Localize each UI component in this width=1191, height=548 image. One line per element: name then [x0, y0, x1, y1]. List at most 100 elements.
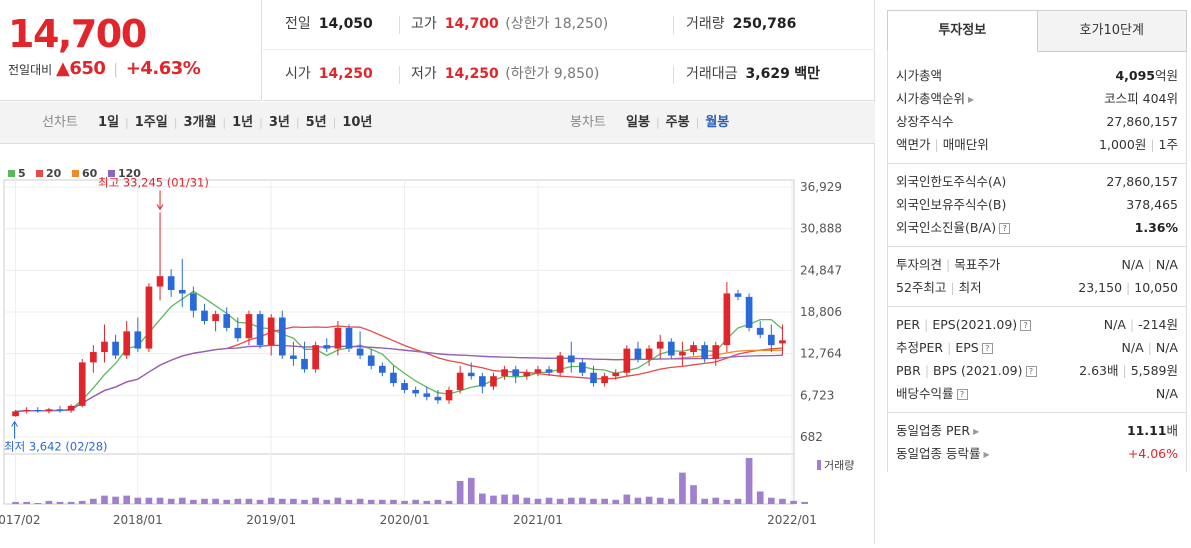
help-icon[interactable]: ? [999, 223, 1011, 234]
volume-bar [212, 498, 219, 504]
y-tick-label: 682 [800, 430, 823, 444]
info-key: 액면가 | 매매단위 [896, 133, 989, 156]
candle-body [23, 409, 31, 412]
candle-body [45, 409, 53, 412]
info-value-text: 배 [1166, 423, 1178, 438]
info-key: PBR | BPS (2021.09)? [896, 359, 1037, 382]
candle-body [123, 331, 131, 356]
candle-body [579, 362, 586, 373]
change-value: 650 [69, 58, 106, 79]
info-key-text: 외국인보유주식수(B) [896, 197, 1007, 212]
info-key-text: 외국인소진율(B/A) [896, 220, 997, 235]
help-icon[interactable]: ? [981, 343, 993, 354]
candle-body [356, 348, 364, 356]
info-key-text-2: 목표주가 [954, 257, 1001, 272]
volume-bar [612, 499, 620, 504]
info-tabs: 투자정보 호가10단계 [887, 10, 1187, 52]
candle-body [779, 340, 786, 344]
volume-bar [601, 498, 608, 504]
candle-body [534, 369, 542, 373]
x-tick-label: 2018/01 [113, 513, 163, 527]
volume-bar [367, 499, 375, 504]
volume-bar [556, 498, 564, 504]
chevron-right-icon[interactable]: ▶ [968, 95, 975, 104]
candle-body [112, 341, 119, 356]
divider [673, 66, 674, 84]
info-list: 시가총액 4,095억원 시가총액순위 ▶ 코스피 404위 상장주식수 27,860,15… [887, 52, 1187, 472]
divider: | [695, 116, 700, 129]
chevron-right-icon[interactable]: ▶ [973, 427, 980, 436]
volume-bar [401, 500, 408, 504]
candle-body [178, 289, 186, 294]
period-5[interactable]: 5년 [305, 115, 327, 130]
divider: | [1147, 257, 1152, 272]
info-section: 투자의견 | 목표주가 N/A | N/A 52주최고 | 최저 23,150 | 10,050 [888, 246, 1186, 306]
info-value-text: 2.63배 [1079, 363, 1119, 378]
amount-value: 3,629 [745, 66, 790, 82]
info-row: 상장주식수 27,860,157 [896, 110, 1178, 133]
candle-body [201, 310, 208, 322]
info-key-text-2: 매매단위 [942, 137, 989, 152]
candle-body [567, 355, 575, 363]
help-icon[interactable]: ? [1025, 366, 1037, 377]
divider: | [655, 116, 660, 129]
open-price: 시가 14,250 [285, 50, 373, 100]
candle-2[interactable]: 월봉 [705, 115, 730, 130]
candle-body [390, 372, 397, 384]
period-1[interactable]: 1주일 [134, 115, 168, 130]
divider: | [924, 363, 930, 378]
info-key: 동일업종 PER ▶ [896, 419, 979, 442]
info-key-text: 외국인한도주식수(A) [896, 174, 1007, 189]
lower-limit: (하한가 9,850) [505, 66, 600, 82]
info-key: 상장주식수 [896, 110, 954, 133]
high-label: 고가 [411, 16, 437, 32]
volume-bar [656, 497, 664, 504]
period-6[interactable]: 10년 [342, 115, 373, 130]
chevron-right-icon[interactable]: ▶ [983, 450, 990, 459]
candle-body [712, 345, 720, 359]
tab-1[interactable]: 호가10단계 [1037, 10, 1187, 52]
info-key: 외국인보유주식수(B) [896, 193, 1006, 216]
volume-bar [545, 497, 553, 504]
volume-bar [390, 499, 397, 504]
volume-bar [245, 498, 253, 504]
price-summary: 전일 14,050 고가 14,700 (상한가 18,250) 거래량 250,78… [263, 0, 875, 101]
volume-bar [690, 485, 697, 504]
summary-row-2: 시가 14,250 저가 14,250 (하한가 9,850) 거래대금 3,629 … [263, 50, 875, 100]
high-price: 고가 14,700 (상한가 18,250) [411, 0, 608, 50]
candle-1[interactable]: 주봉 [665, 115, 690, 130]
info-key-text-2: EPS [955, 340, 979, 355]
divider: | [1122, 363, 1127, 378]
candle-body [378, 365, 386, 373]
candle-body [323, 345, 331, 349]
candle-body [434, 396, 442, 401]
info-value: 378,465 [1126, 193, 1178, 216]
info-value: N/A | N/A [1122, 253, 1178, 276]
volume-bar [345, 499, 353, 504]
volume-bar [123, 495, 131, 504]
chart-toolbar: 선차트 1일 | 1주일 | 3개월 | 1년 | 3년 | 5년 | 10년 봉차트 일봉 | 주봉 | 월봉 [0, 102, 875, 144]
candle-0[interactable]: 일봉 [626, 115, 650, 130]
help-icon[interactable]: ? [1020, 320, 1032, 331]
price-box: 14,700 전일대비 ▲650 | +4.63% [0, 0, 262, 101]
volume-bar [734, 498, 742, 504]
help-icon[interactable]: ? [956, 389, 968, 400]
period-0[interactable]: 1일 [98, 115, 120, 130]
candle-body [512, 369, 520, 377]
divider: | [934, 137, 939, 152]
info-value: 코스피 404위 [1104, 87, 1178, 110]
volume-legend-label: 거래량 [824, 459, 854, 472]
info-key: 외국인소진율(B/A)? [896, 216, 1011, 239]
volume-bar [423, 500, 431, 504]
line-chart-label: 선차트 [42, 115, 78, 130]
info-row: 시가총액순위 ▶ 코스피 404위 [896, 87, 1178, 110]
info-row: 52주최고 | 최저 23,150 | 10,050 [896, 276, 1178, 299]
tab-0[interactable]: 투자정보 [887, 10, 1038, 52]
period-4[interactable]: 3년 [268, 115, 290, 130]
info-value-text: 1,000원 [1099, 137, 1147, 152]
period-2[interactable]: 3개월 [183, 115, 217, 130]
info-value-text-2: 5,589원 [1130, 363, 1178, 378]
candle-body [623, 348, 631, 373]
info-key-text-2: EPS(2021.09) [932, 317, 1018, 332]
period-3[interactable]: 1년 [232, 115, 254, 130]
